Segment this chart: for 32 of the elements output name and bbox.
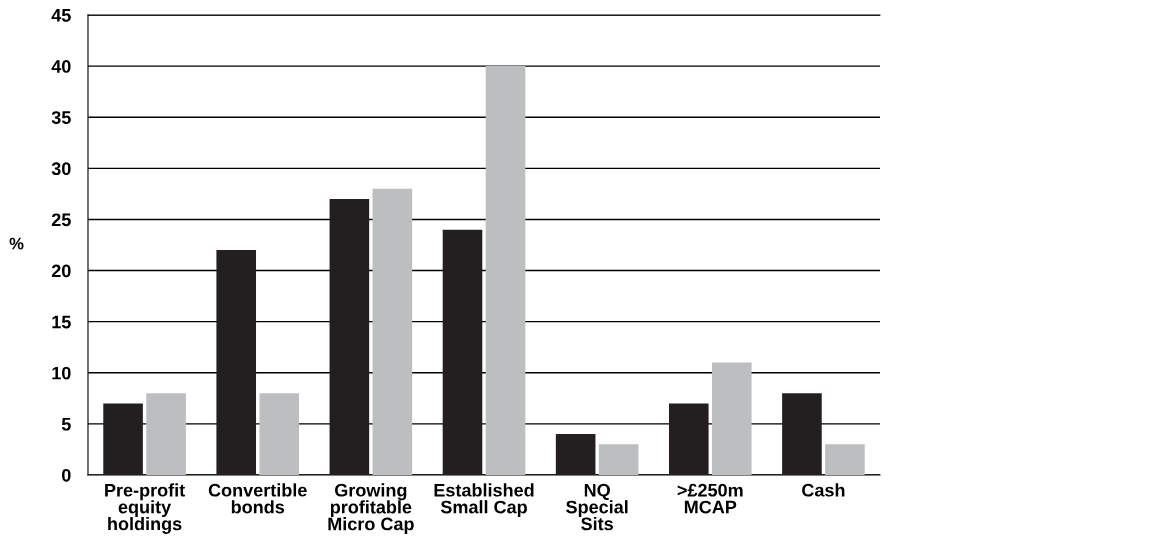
bar — [782, 393, 822, 475]
y-tick-label: 15 — [52, 315, 71, 329]
bar — [329, 199, 370, 475]
x-tick-label: Convertible bonds — [208, 483, 307, 514]
bar — [216, 250, 257, 475]
y-tick-label: 40 — [51, 60, 71, 73]
bar — [825, 444, 865, 475]
bar — [103, 403, 143, 475]
bar — [146, 393, 186, 475]
bar — [259, 393, 300, 475]
x-tick-label: Cash — [802, 483, 845, 497]
bar — [442, 229, 483, 475]
bar — [711, 362, 752, 475]
bar — [485, 66, 526, 475]
x-tick-label: Established Small Cap — [434, 483, 534, 517]
y-tick-label: 45 — [51, 9, 71, 22]
y-tick-label: 20 — [51, 264, 71, 278]
x-tick-label: Pre-profit equity holdings — [105, 483, 185, 534]
y-tick-label: 5 — [61, 418, 71, 431]
bar — [598, 444, 639, 475]
y-tick-label: 10 — [52, 366, 71, 380]
y-tick-label: 0 — [62, 468, 71, 482]
y-tick-label: 25 — [51, 213, 71, 227]
x-tick-label: Growing profitable Micro Cap — [328, 483, 414, 534]
bar — [555, 434, 596, 475]
y-axis-title: % — [9, 237, 24, 250]
bar — [668, 403, 709, 475]
y-tick-label: 35 — [51, 111, 71, 124]
x-tick-label: NQ Special Sits — [566, 483, 628, 531]
x-tick-label: >£250m MCAP — [677, 483, 743, 514]
y-tick-label: 30 — [51, 162, 71, 176]
bar — [372, 188, 413, 475]
